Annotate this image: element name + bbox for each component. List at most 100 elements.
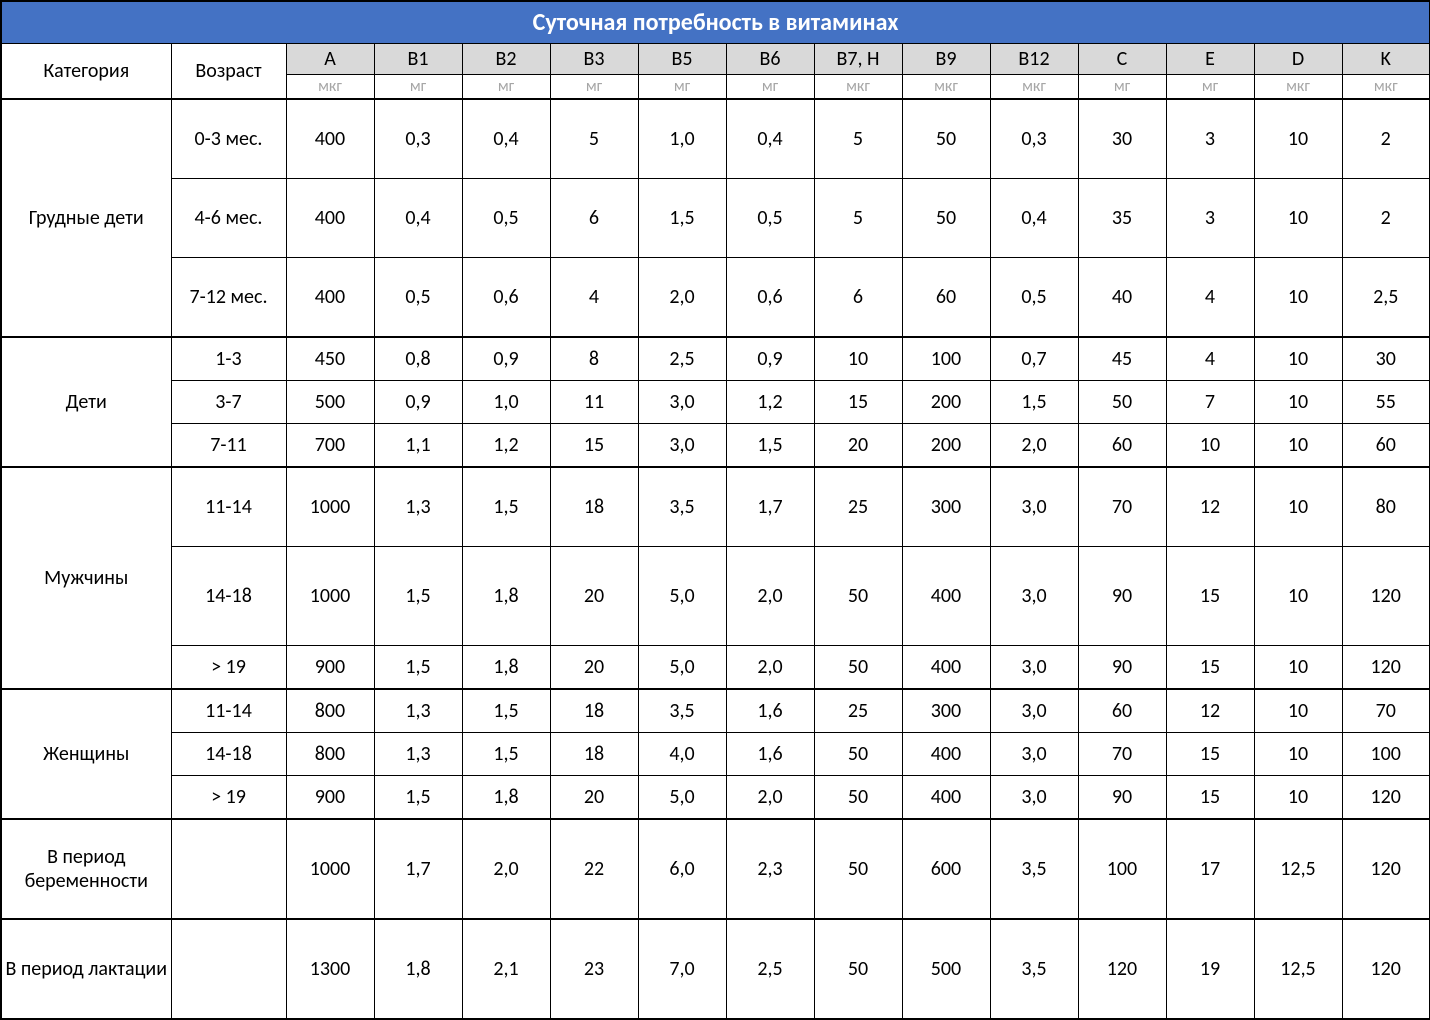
data-cell: 1,5 <box>462 467 550 547</box>
age-cell: > 19 <box>171 776 286 820</box>
vitamins-table: Суточная потребность в витаминах Категор… <box>0 0 1430 1020</box>
vitamin-col-B9: B9 <box>902 44 990 75</box>
data-cell: 10 <box>1166 424 1254 468</box>
data-cell: 0,5 <box>374 258 462 338</box>
data-cell: 1,2 <box>726 381 814 424</box>
data-cell: 120 <box>1342 776 1430 820</box>
vitamin-col-A: A <box>286 44 374 75</box>
data-cell: 1,5 <box>374 547 462 646</box>
data-cell: 1000 <box>286 467 374 547</box>
data-cell: 700 <box>286 424 374 468</box>
data-cell: 1,0 <box>462 381 550 424</box>
table-row: Мужчины11-1410001,31,5183,51,7253003,070… <box>1 467 1430 547</box>
table-row: 14-188001,31,5184,01,6504003,0701510100 <box>1 733 1430 776</box>
data-cell: 10 <box>814 337 902 381</box>
data-cell: 35 <box>1078 179 1166 258</box>
data-cell: 18 <box>550 467 638 547</box>
data-cell: 2,3 <box>726 819 814 919</box>
data-cell: 18 <box>550 689 638 733</box>
data-cell: 0,8 <box>374 337 462 381</box>
data-cell: 10 <box>1254 258 1342 338</box>
data-cell: 25 <box>814 689 902 733</box>
data-cell: 3,0 <box>990 646 1078 690</box>
data-cell: 50 <box>814 776 902 820</box>
vitamin-col-K: K <box>1342 44 1430 75</box>
table-row: 7-12 мес.4000,50,642,00,66600,5404102,5 <box>1 258 1430 338</box>
vitamin-col-D: D <box>1254 44 1342 75</box>
data-cell: 0,7 <box>990 337 1078 381</box>
data-cell: 2 <box>1342 179 1430 258</box>
table-row: 3-75000,91,0113,01,2152001,55071055 <box>1 381 1430 424</box>
table-title: Суточная потребность в витаминах <box>1 1 1430 44</box>
data-cell: 0,5 <box>726 179 814 258</box>
table-row: > 199001,51,8205,02,0504003,0901510120 <box>1 776 1430 820</box>
data-cell: 17 <box>1166 819 1254 919</box>
data-cell: 15 <box>1166 646 1254 690</box>
data-cell: 30 <box>1342 337 1430 381</box>
age-cell: 11-14 <box>171 689 286 733</box>
data-cell: 1,8 <box>462 547 550 646</box>
data-cell: 3,5 <box>990 919 1078 1019</box>
data-cell: 2,0 <box>726 547 814 646</box>
data-cell: 18 <box>550 733 638 776</box>
vitamin-col-B2: B2 <box>462 44 550 75</box>
data-cell: 1,7 <box>374 819 462 919</box>
data-cell: 400 <box>902 776 990 820</box>
data-cell: 400 <box>286 258 374 338</box>
data-cell: 10 <box>1254 776 1342 820</box>
data-cell: 200 <box>902 424 990 468</box>
data-cell: 19 <box>1166 919 1254 1019</box>
data-cell: 22 <box>550 819 638 919</box>
data-cell: 15 <box>814 381 902 424</box>
data-cell: 1,3 <box>374 733 462 776</box>
data-cell: 1000 <box>286 547 374 646</box>
data-cell: 100 <box>1078 819 1166 919</box>
vitamin-col-B6: B6 <box>726 44 814 75</box>
data-cell: 50 <box>814 819 902 919</box>
vitamin-unit-D: мкг <box>1254 75 1342 100</box>
data-cell: 800 <box>286 689 374 733</box>
data-cell: 1,0 <box>638 99 726 179</box>
data-cell: 10 <box>1254 733 1342 776</box>
data-cell: 500 <box>902 919 990 1019</box>
data-cell: 10 <box>1254 424 1342 468</box>
data-cell: 90 <box>1078 776 1166 820</box>
data-cell: 1,5 <box>990 381 1078 424</box>
data-cell: 2,0 <box>726 776 814 820</box>
age-cell <box>171 819 286 919</box>
category-cell: Дети <box>1 337 171 467</box>
table-row: В период лактации13001,82,1237,02,550500… <box>1 919 1430 1019</box>
data-cell: 0,3 <box>374 99 462 179</box>
table-header: Суточная потребность в витаминах Категор… <box>1 1 1430 99</box>
data-cell: 60 <box>902 258 990 338</box>
data-cell: 100 <box>1342 733 1430 776</box>
data-cell: 4 <box>1166 258 1254 338</box>
title-row: Суточная потребность в витаминах <box>1 1 1430 44</box>
data-cell: 23 <box>550 919 638 1019</box>
data-cell: 70 <box>1342 689 1430 733</box>
data-cell: 1,5 <box>462 689 550 733</box>
data-cell: 5 <box>550 99 638 179</box>
data-cell: 7 <box>1166 381 1254 424</box>
vitamin-unit-A: мкг <box>286 75 374 100</box>
data-cell: 12 <box>1166 689 1254 733</box>
data-cell: 15 <box>1166 547 1254 646</box>
data-cell: 20 <box>550 776 638 820</box>
data-cell: 400 <box>902 646 990 690</box>
data-cell: 1,7 <box>726 467 814 547</box>
data-cell: 120 <box>1342 919 1430 1019</box>
data-cell: 120 <box>1342 547 1430 646</box>
data-cell: 55 <box>1342 381 1430 424</box>
category-header: Категория <box>1 44 171 100</box>
data-cell: 3,0 <box>990 733 1078 776</box>
data-cell: 60 <box>1078 689 1166 733</box>
data-cell: 10 <box>1254 547 1342 646</box>
data-cell: 100 <box>902 337 990 381</box>
data-cell: 60 <box>1078 424 1166 468</box>
data-cell: 120 <box>1342 819 1430 919</box>
data-cell: 6 <box>550 179 638 258</box>
data-cell: 2,0 <box>990 424 1078 468</box>
data-cell: 5 <box>814 179 902 258</box>
data-cell: 50 <box>1078 381 1166 424</box>
vitamin-col-E: E <box>1166 44 1254 75</box>
